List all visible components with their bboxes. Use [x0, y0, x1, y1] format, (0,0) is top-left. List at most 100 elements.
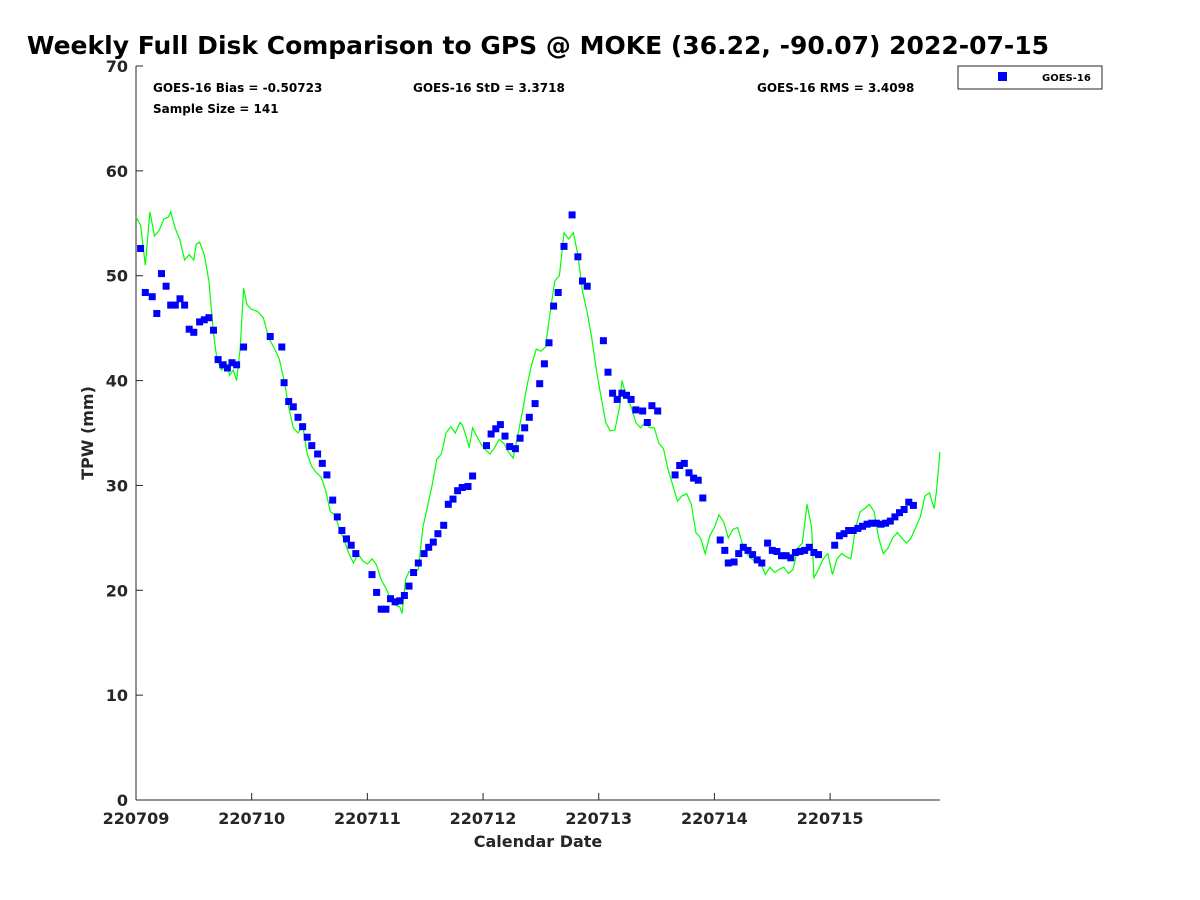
goes16-point	[318, 459, 326, 467]
goes16-point	[285, 398, 293, 405]
goes16-point	[744, 546, 752, 554]
x-tick-label: 220710	[218, 809, 285, 828]
goes16-point	[801, 546, 809, 554]
goes16-point	[181, 301, 189, 309]
bias-stat: GOES-16 Bias = -0.50723	[153, 81, 322, 95]
goes16-point	[721, 546, 729, 554]
goes16-point	[599, 337, 607, 345]
goes16-point	[618, 389, 626, 397]
goes16-point	[377, 605, 385, 613]
goes16-point	[308, 442, 316, 450]
goes16-point	[831, 541, 839, 549]
goes16-point	[347, 541, 355, 549]
goes16-point	[716, 536, 724, 544]
goes16-point	[550, 302, 558, 310]
goes16-point	[373, 588, 381, 596]
chart-title: Weekly Full Disk Comparison to GPS @ MOK…	[27, 31, 1049, 60]
goes16-point	[854, 524, 862, 532]
goes16-point	[323, 471, 331, 479]
goes16-point	[368, 571, 376, 579]
sample-size-stat: Sample Size = 141	[153, 102, 279, 116]
goes16-point	[886, 517, 894, 525]
goes16-point	[613, 395, 621, 403]
goes16-point	[900, 506, 908, 513]
goes16-point	[778, 552, 785, 560]
goes16-point	[167, 301, 175, 309]
gps-line	[135, 210, 941, 614]
gps-series	[135, 210, 941, 614]
goes16-point	[730, 558, 738, 566]
goes16-point	[196, 318, 204, 326]
goes16-point	[506, 443, 514, 451]
goes16-point	[859, 522, 866, 530]
goes16-point	[425, 543, 433, 551]
goes16-point	[739, 543, 747, 551]
goes16-point	[583, 282, 591, 290]
goes16-point	[278, 343, 286, 351]
legend: GOES-16	[957, 65, 1103, 90]
goes16-point	[200, 316, 208, 324]
goes16-point	[303, 433, 311, 441]
goes16-point	[568, 211, 576, 219]
legend-goes16-marker	[998, 72, 1007, 81]
goes16-point	[796, 548, 804, 555]
goes16-point	[469, 472, 477, 480]
goes16-point	[141, 289, 149, 296]
goes16-point	[768, 546, 776, 554]
goes16-point	[343, 535, 350, 543]
goes16-point	[654, 407, 662, 415]
goes16-point	[545, 339, 553, 347]
goes16-series	[137, 211, 917, 613]
goes16-point	[501, 432, 509, 440]
goes16-point	[228, 359, 236, 367]
x-axis-label: Calendar Date	[474, 832, 603, 851]
goes16-point	[329, 496, 337, 504]
goes16-point	[840, 530, 848, 538]
x-tick-label: 220709	[103, 809, 170, 828]
goes16-point	[643, 419, 651, 426]
goes16-point	[492, 425, 500, 433]
y-tick-label: 0	[117, 791, 128, 810]
goes16-point	[458, 484, 466, 491]
goes16-point	[294, 413, 302, 421]
goes16-point	[299, 423, 307, 431]
goes16-point	[749, 551, 757, 559]
goes16-point	[176, 295, 184, 303]
goes16-point	[574, 253, 582, 261]
goes16-point	[540, 360, 548, 368]
goes16-point	[676, 462, 684, 469]
axis-ticks: 0 10 20 30 40 50 60 70 220709 220710 220711 220712 2…	[103, 57, 864, 828]
std-stat: GOES-16 StD = 3.3718	[413, 81, 565, 95]
goes16-point	[429, 538, 437, 546]
goes16-point	[449, 495, 457, 503]
goes16-point	[487, 430, 495, 438]
goes16-point	[671, 471, 679, 479]
goes16-point	[289, 403, 297, 411]
y-tick-label: 50	[106, 267, 128, 286]
goes16-point	[153, 310, 161, 317]
y-tick-label: 20	[106, 581, 128, 600]
goes16-point	[810, 549, 818, 556]
goes16-point	[266, 333, 274, 340]
goes16-point	[560, 242, 568, 250]
goes16-point	[877, 520, 885, 528]
goes16-point	[905, 498, 913, 506]
goes16-point	[434, 530, 442, 538]
goes16-point	[233, 361, 241, 369]
goes16-point	[791, 549, 799, 556]
goes16-point	[414, 559, 422, 567]
goes16-point	[205, 314, 213, 322]
goes16-point	[835, 532, 843, 540]
y-tick-label: 40	[106, 372, 128, 391]
goes16-point	[627, 395, 635, 403]
goes16-point	[516, 434, 524, 442]
goes16-point	[387, 595, 394, 603]
goes16-point	[868, 519, 876, 527]
legend-goes16-label: GOES-16	[1042, 73, 1091, 84]
goes16-point	[333, 513, 341, 521]
goes16-point	[396, 597, 404, 605]
goes16-point	[849, 527, 857, 534]
goes16-point	[444, 500, 452, 508]
goes16-point	[685, 469, 693, 477]
goes16-point	[724, 559, 732, 567]
